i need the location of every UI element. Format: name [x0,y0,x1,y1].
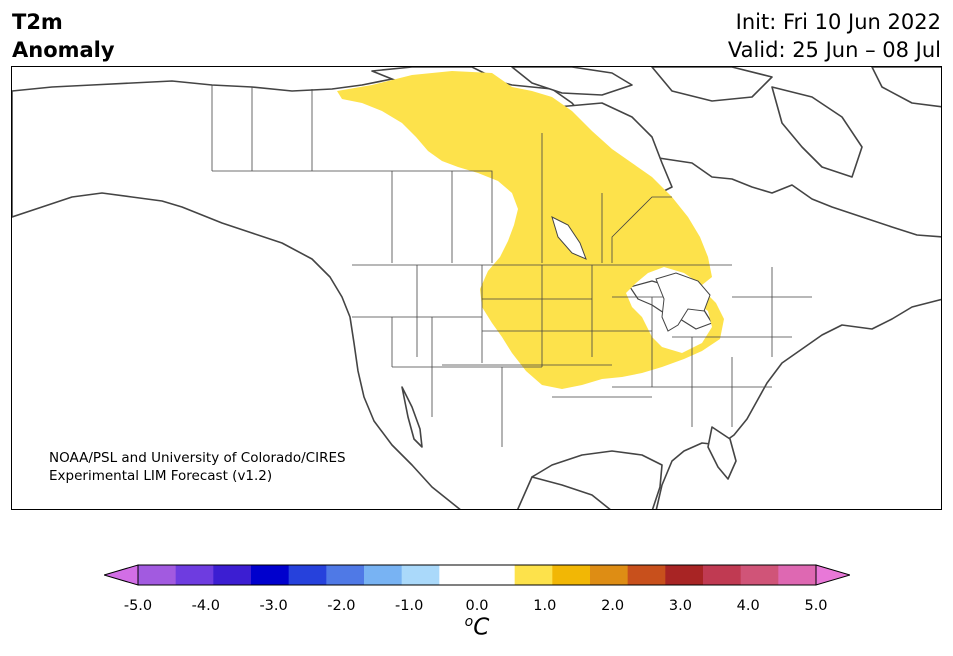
colorbar-cell [138,565,177,585]
colorbar-cell [326,565,365,585]
credit-text: NOAA/PSL and University of Colorado/CIRE… [49,449,346,485]
colorbar-tick-label: 1.0 [533,598,557,614]
colorbar-cell [665,565,704,585]
border-lines [211,85,812,447]
greenland-edge [871,67,941,108]
title-line-1: T2m [12,10,63,34]
colorbar-cell [175,565,214,585]
colorbar-low-extend [104,564,139,586]
florida [707,426,737,480]
colorbar-cell [627,565,666,585]
colorbar-cell [552,565,591,585]
colorbar-tick-label: 3.0 [668,598,692,614]
north-america-map [12,67,941,509]
colorbar-cell [401,565,440,585]
unit-base: C [473,614,490,641]
baffin-island [771,86,863,178]
colorbar-cell [590,565,629,585]
colorbar-border [137,564,817,586]
colorbar-high-extend [815,564,850,586]
colorbar-tick-label: 4.0 [736,598,760,614]
arctic-island-3 [651,67,773,102]
political-borders [211,85,812,447]
colorbar [104,564,850,586]
colorbar-tick-label: 2.0 [601,598,625,614]
colorbar-unit: oC [450,614,504,641]
colorbar-cell [213,565,252,585]
colorbar-cell [364,565,403,585]
colorbar-cell [778,565,817,585]
credit-line-2: Experimental LIM Forecast (v1.2) [49,468,273,484]
colorbar-tick-label: -2.0 [327,598,356,614]
arctic-island-2 [511,67,633,96]
map-panel: NOAA/PSL and University of Colorado/CIRE… [11,66,942,510]
lake-michigan [655,272,711,332]
colorbar-tick-label: 0.0 [465,598,489,614]
colorbar-tick-label: -1.0 [395,598,424,614]
lake-highlights [551,216,711,332]
colorbar-cell [439,565,478,585]
gulf-of-mexico [531,450,663,509]
unit-superscript: o [464,614,474,630]
init-date: Init: Fri 10 Jun 2022 [735,10,941,34]
colorbar-cells [138,565,817,585]
colorbar-tick-label: -4.0 [191,598,220,614]
colorbar-cell [703,565,742,585]
map-title: T2m Anomaly [12,8,115,64]
colorbar-cell [740,565,779,585]
continent-outline [12,74,941,509]
forecast-dates: Init: Fri 10 Jun 2022 Valid: 25 Jun – 08… [728,8,941,64]
colorbar-cell [251,565,290,585]
lake-winnipeg [551,216,587,260]
credit-line-1: NOAA/PSL and University of Colorado/CIRE… [49,450,346,466]
colorbar-cell [477,565,516,585]
colorbar-tick-label: -5.0 [123,598,153,614]
colorbar-tick-label: 5.0 [804,598,828,614]
colorbar-tick-label: -3.0 [259,598,288,614]
valid-dates: Valid: 25 Jun – 08 Jul [727,38,941,62]
colorbar-cell [288,565,327,585]
colorbar-cell [514,565,553,585]
baja [401,386,423,448]
warm-anomaly-region [337,71,724,389]
title-line-2: Anomaly [12,38,115,62]
